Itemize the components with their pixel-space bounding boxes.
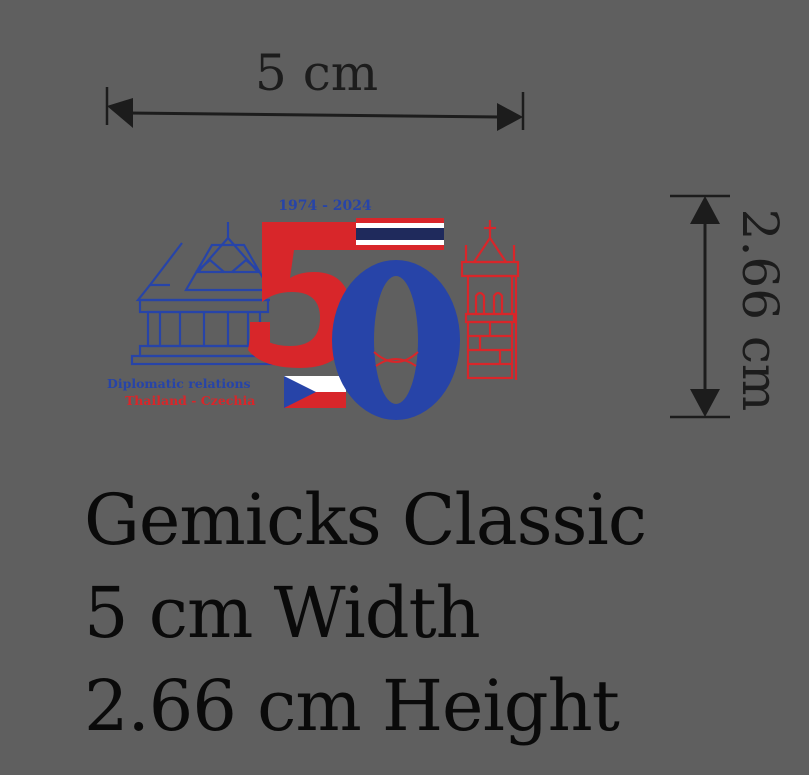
product-name: Gemicks Classic (84, 479, 647, 561)
czech-flag-icon (284, 376, 346, 408)
height-dimension-label: 2.66 cm (731, 208, 789, 412)
product-width: 5 cm Width (84, 572, 481, 654)
clock-tower-icon (460, 220, 520, 380)
digit-zero (332, 260, 460, 420)
logo-50-years: 1974 - 2024 50 Diplomatic relations Thai… (107, 198, 520, 420)
width-dimension-label: 5 cm (255, 44, 379, 102)
thai-flag-icon (356, 218, 444, 250)
width-arrow (105, 87, 525, 131)
logo-thailand-czechia: Thailand - Czechia (125, 393, 255, 408)
digit-five (248, 222, 358, 368)
logo-years: 1974 - 2024 (278, 198, 372, 214)
product-height: 2.66 cm Height (84, 665, 620, 747)
height-arrow (670, 194, 730, 419)
logo-diplomatic-relations: Diplomatic relations (107, 376, 251, 391)
